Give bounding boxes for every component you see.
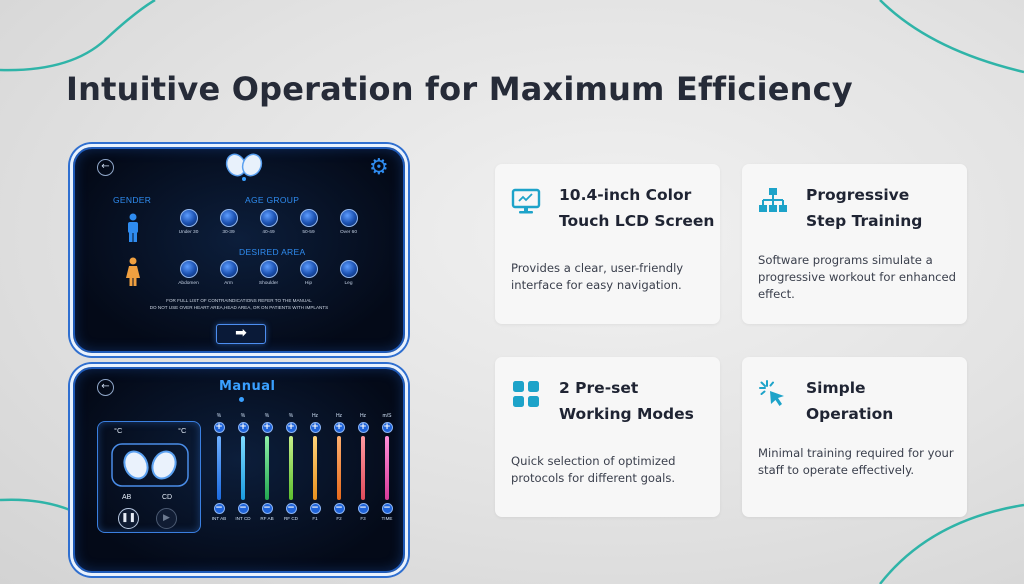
feature-card-step-training: Progressive Step Training Software progr…: [742, 164, 967, 324]
male-figure-icon[interactable]: [126, 213, 140, 243]
feature-title: Progressive Step Training: [806, 186, 923, 230]
age-group-label: AGE GROUP: [245, 195, 300, 205]
channel-sliders: % + − INT AB % + − INT CD % + − RF AB % …: [210, 413, 405, 553]
play-button[interactable]: ▶: [156, 508, 177, 529]
minus-icon: −: [381, 503, 393, 514]
feature-title: Simple Operation: [806, 379, 894, 423]
handpiece-logo-icon: [225, 153, 263, 181]
minus-icon: −: [285, 503, 297, 514]
channel-slider-int-ab[interactable]: % + − INT AB: [211, 413, 227, 521]
area-option[interactable]: Arm: [216, 260, 241, 286]
age-option[interactable]: 40-49: [256, 209, 281, 235]
feature-card-working-modes: 2 Pre-set Working Modes Quick selection …: [495, 357, 720, 517]
handpiece-pair-icon: [111, 443, 189, 487]
plus-icon: +: [213, 422, 225, 433]
minus-icon: −: [309, 503, 321, 514]
channel-slider-rf-ab[interactable]: % + − RF AB: [260, 413, 274, 521]
desired-area-options: Abdomen Arm Shoulder Hip Leg: [176, 260, 361, 286]
plus-icon: +: [261, 422, 273, 433]
female-figure-icon[interactable]: [125, 257, 141, 287]
feature-description: Quick selection of optimized protocols f…: [511, 454, 676, 485]
handpiece-ab-label: AB: [122, 494, 132, 501]
channel-slider-f3[interactable]: Hz + − F3: [357, 413, 369, 521]
feature-description: Provides a clear, user-friendly interfac…: [511, 261, 684, 292]
plus-icon: +: [333, 422, 345, 433]
device-screen-profile: ← ⚙ GENDER AGE GROUP Under 30 30-39 40-4…: [70, 144, 408, 356]
temp-unit-right: °C: [178, 426, 187, 435]
feature-card-simple-operation: Simple Operation Minimal training requir…: [742, 357, 967, 517]
contraindication-warning: FOR FULL LIST OF CONTRAINDICATIONS REFER…: [149, 298, 329, 310]
area-option[interactable]: Leg: [336, 260, 361, 286]
minus-icon: −: [261, 503, 273, 514]
cursor-click-icon: [759, 380, 784, 406]
area-option[interactable]: Abdomen: [176, 260, 201, 286]
back-arrow-icon[interactable]: ←: [97, 159, 114, 176]
minus-icon: −: [237, 503, 249, 514]
feature-description: Minimal training required for your staff…: [758, 446, 954, 477]
back-arrow-icon[interactable]: ←: [97, 379, 114, 396]
page-title: Intuitive Operation for Maximum Efficien…: [66, 70, 853, 108]
handpiece-panel: °C °C AB CD ❚❚ ▶: [97, 421, 201, 533]
desired-area-label: DESIRED AREA: [239, 247, 306, 257]
feature-title: 10.4-inch Color Touch LCD Screen: [559, 186, 715, 230]
gender-label: GENDER: [113, 195, 152, 205]
channel-slider-f2[interactable]: Hz + − F2: [333, 413, 345, 521]
area-option[interactable]: Shoulder: [256, 260, 281, 286]
plus-icon: +: [309, 422, 321, 433]
hierarchy-icon: [759, 188, 787, 212]
minus-icon: −: [213, 503, 225, 514]
temp-unit-left: °C: [114, 426, 123, 435]
grid-icon: [513, 381, 539, 407]
minus-icon: −: [333, 503, 345, 514]
monitor-icon: [511, 188, 541, 214]
plus-icon: +: [285, 422, 297, 433]
minus-icon: −: [357, 503, 369, 514]
handpiece-cd-label: CD: [162, 494, 173, 501]
age-option[interactable]: 30-39: [216, 209, 241, 235]
plus-icon: +: [357, 422, 369, 433]
feature-card-lcd-screen: 10.4-inch Color Touch LCD Screen Provide…: [495, 164, 720, 324]
age-option[interactable]: Under 30: [176, 209, 201, 235]
next-button[interactable]: ➡: [216, 324, 266, 344]
feature-description: Software programs simulate a progressive…: [758, 253, 957, 301]
pause-button[interactable]: ❚❚: [118, 508, 139, 529]
channel-slider-rf-cd[interactable]: % + − RF CD: [283, 413, 299, 521]
channel-slider-f1[interactable]: Hz + − F1: [309, 413, 321, 521]
plus-icon: +: [381, 422, 393, 433]
gear-icon[interactable]: ⚙: [369, 155, 389, 180]
plus-icon: +: [237, 422, 249, 433]
channel-slider-time[interactable]: m/S + − TIME: [381, 413, 393, 521]
area-option[interactable]: Hip: [296, 260, 321, 286]
age-option[interactable]: Over 60: [336, 209, 361, 235]
manual-title: Manual: [219, 379, 276, 394]
feature-title: 2 Pre-set Working Modes: [559, 379, 694, 423]
device-screen-manual: ← Manual °C °C AB CD ❚❚ ▶ % + − INT AB %…: [70, 364, 408, 576]
age-group-options: Under 30 30-39 40-49 50-59 Over 60: [176, 209, 361, 235]
age-option[interactable]: 50-59: [296, 209, 321, 235]
channel-slider-int-cd[interactable]: % + − INT CD: [235, 413, 251, 521]
title-indicator-dot: [239, 397, 244, 402]
